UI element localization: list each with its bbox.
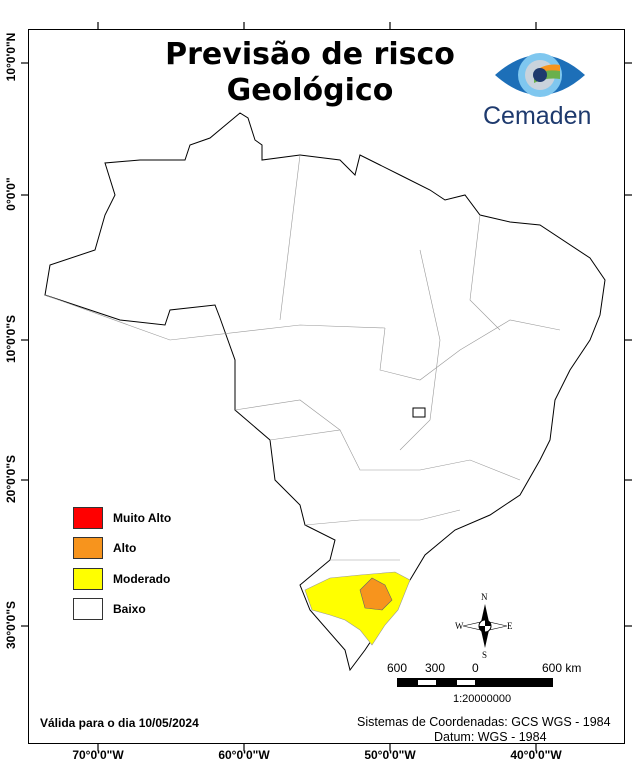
map-title-line1: Previsão de risco (165, 37, 455, 72)
federal-district (412, 407, 426, 418)
cemaden-logo-icon (495, 53, 585, 97)
compass-e: E (507, 621, 513, 631)
lon-label-70w: 70°0'0"W (72, 748, 124, 762)
lat-label-0: 0°0'0" (4, 177, 18, 211)
lat-label-20s: 20°0'0"S (4, 454, 18, 504)
lon-label-50w: 50°0'0"W (364, 748, 416, 762)
map-title-line2: Geológico (226, 73, 394, 108)
scale-label-600km: 600 km (542, 661, 582, 675)
lat-label-10n: 10°0'0"N (4, 32, 18, 82)
state-borders (44, 154, 561, 561)
scale-bar (397, 678, 553, 687)
logo-text: Cemaden (483, 102, 592, 130)
compass-w: W (455, 621, 464, 631)
legend-alto: Alto (73, 537, 136, 559)
scale-label-0: 0 (472, 661, 479, 675)
lat-label-10s: 10°0'0"S (4, 314, 18, 364)
lon-label-60w: 60°0'0"W (218, 748, 270, 762)
scale-ratio: 1:20000000 (453, 693, 512, 705)
axis-ticks (21, 22, 632, 751)
region-alto (359, 577, 393, 611)
scale-label-600: 600 (387, 661, 408, 675)
map-frame (28, 29, 625, 744)
scale-label-300: 300 (425, 661, 446, 675)
legend-muito-alto: Muito Alto (73, 507, 171, 529)
lon-label-40w: 40°0'0"W (510, 748, 562, 762)
legend-moderado: Moderado (73, 568, 170, 590)
lat-label-30s: 30°0'0"S (4, 600, 18, 650)
compass-n: N (481, 592, 488, 602)
compass-rose-icon (462, 604, 508, 648)
crs-text: Sistemas de Coordenadas: GCS WGS - 1984 (357, 715, 611, 729)
compass-s: S (482, 650, 488, 660)
legend-baixo: Baixo (73, 598, 146, 620)
validity-date: Válida para o dia 10/05/2024 (40, 716, 199, 730)
datum-text: Datum: WGS - 1984 (434, 730, 547, 744)
